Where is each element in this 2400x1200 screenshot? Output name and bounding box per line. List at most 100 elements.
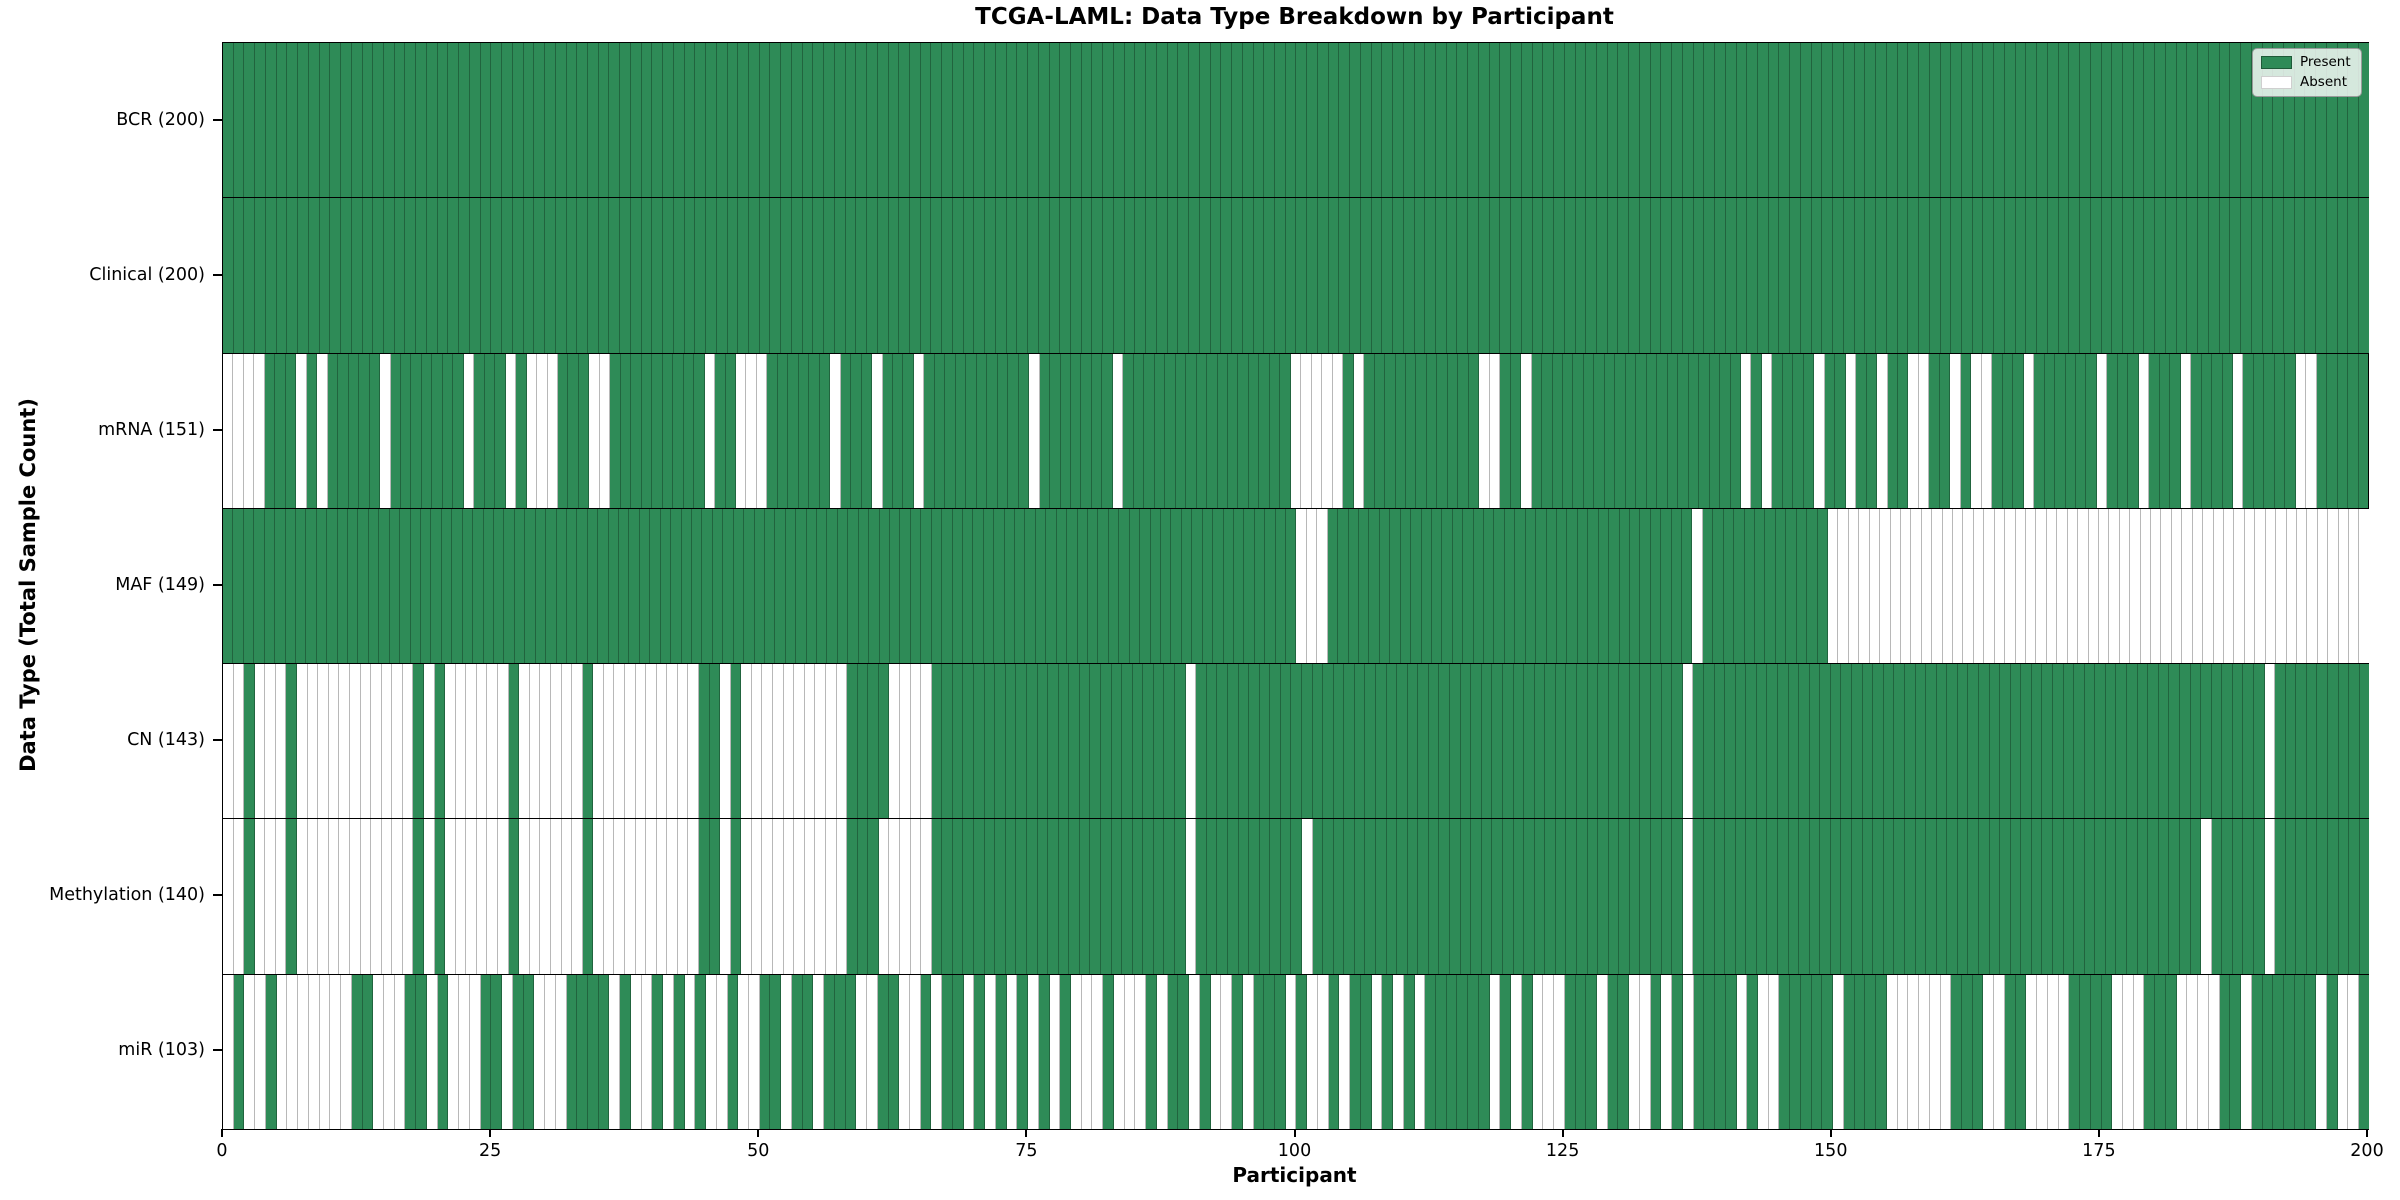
heatmap-cell: [825, 664, 837, 819]
heatmap-cell: [1418, 664, 1429, 819]
heatmap-cell: [1873, 664, 1884, 819]
heatmap-cell: [1704, 43, 1716, 198]
heatmap-cell: [1199, 43, 1211, 198]
heatmap-cell: [952, 43, 964, 198]
heatmap-cell: [2047, 974, 2059, 1129]
heatmap-cell: [1270, 664, 1281, 819]
heatmap-cell: [857, 819, 869, 974]
heatmap-cell: [1973, 508, 1985, 664]
heatmap-cell: [2326, 198, 2338, 353]
heatmap-cell: [2171, 508, 2183, 664]
heatmap-cell: [1153, 819, 1165, 974]
heatmap-cell: [1650, 508, 1662, 664]
heatmap-cell: [380, 353, 391, 508]
heatmap-cell: [1280, 664, 1292, 819]
heatmap-cell: [308, 974, 320, 1129]
heatmap-cell: [296, 353, 307, 508]
heatmap-cell: [952, 508, 963, 664]
heatmap-cell: [1446, 974, 1458, 1129]
heatmap-cell: [1285, 43, 1297, 198]
heatmap-cell: [974, 819, 985, 974]
heatmap-cell: [298, 198, 309, 353]
heatmap-cell: [2058, 43, 2070, 198]
heatmap-cell: [2230, 198, 2242, 353]
heatmap-cell: [1350, 43, 1361, 198]
heatmap-cell: [1081, 198, 1093, 353]
heatmap-cell: [2138, 353, 2150, 508]
legend-entry-absent: Absent: [2261, 75, 2351, 90]
heatmap-cell: [1365, 664, 1377, 819]
heatmap-cell: [1693, 43, 1705, 198]
heatmap-cell: [1348, 508, 1359, 664]
heatmap-cell: [1915, 819, 1927, 974]
heatmap-cell: [1425, 43, 1436, 198]
heatmap-cell: [1005, 664, 1017, 819]
y-tick-mark: [213, 428, 222, 431]
heatmap-cell: [223, 198, 234, 353]
heatmap-cell: [233, 353, 244, 508]
heatmap-cell: [942, 974, 953, 1129]
heatmap-cell: [2101, 974, 2113, 1129]
heatmap-cell: [656, 664, 668, 819]
heatmap-cell: [1468, 974, 1479, 1129]
heatmap-cell: [1189, 198, 1200, 353]
heatmap-cell: [1939, 353, 1951, 508]
heatmap-cell: [744, 508, 755, 664]
heatmap-cell: [1274, 974, 1286, 1129]
heatmap-cell: [1661, 508, 1672, 664]
heatmap-cell: [1661, 198, 1673, 353]
heatmap-cell: [748, 974, 760, 1129]
heatmap-cell: [1940, 198, 1952, 353]
heatmap-cell: [1344, 664, 1355, 819]
heatmap-cell: [2116, 664, 2128, 819]
legend: Present Absent: [2252, 48, 2362, 97]
heatmap-cell: [1854, 974, 1866, 1129]
heatmap-cell: [337, 508, 349, 664]
heatmap-cell: [577, 43, 588, 198]
x-axis-label: Participant: [1232, 1163, 1357, 1187]
heatmap-cell: [265, 819, 276, 974]
heatmap-cell: [646, 664, 657, 819]
heatmap-cell: [254, 819, 266, 974]
heatmap-cell: [1425, 198, 1436, 353]
heatmap-cell: [1779, 43, 1791, 198]
heatmap-cell: [1740, 353, 1752, 508]
heatmap-cell: [836, 664, 848, 819]
heatmap-cell: [1929, 198, 1941, 353]
heatmap-cell: [2098, 508, 2110, 664]
heatmap-cell: [1845, 353, 1857, 508]
heatmap-row-CN: [223, 664, 2370, 820]
heatmap-cell: [847, 664, 858, 819]
heatmap-cell: [2044, 353, 2056, 508]
heatmap-cell: [2084, 664, 2096, 819]
heatmap-cell: [1758, 43, 1769, 198]
heatmap-cell: [995, 43, 1007, 198]
heatmap-cell: [1376, 819, 1387, 974]
heatmap-cell: [984, 664, 996, 819]
heatmap-cell: [2316, 43, 2327, 198]
heatmap-cell: [2002, 353, 2014, 508]
heatmap-cell: [1100, 664, 1112, 819]
heatmap-cell: [448, 43, 460, 198]
heatmap-cell: [706, 198, 717, 353]
heatmap-cell: [441, 508, 453, 664]
heatmap-cell: [1354, 664, 1366, 819]
heatmap-cell: [1734, 508, 1745, 664]
heatmap-cell: [2053, 664, 2064, 819]
heatmap-cell: [1919, 198, 1930, 353]
heatmap-cell: [566, 974, 578, 1129]
heatmap-cell: [813, 43, 825, 198]
heatmap-cell: [1274, 43, 1286, 198]
heatmap-cell: [1458, 353, 1469, 508]
heatmap-cell: [1484, 508, 1495, 664]
heatmap-cell: [1672, 198, 1683, 353]
heatmap-cell: [2294, 974, 2306, 1129]
heatmap-cell: [1167, 198, 1179, 353]
heatmap-cell: [702, 508, 713, 664]
heatmap-cell: [1386, 819, 1398, 974]
heatmap-cell: [555, 43, 567, 198]
heatmap-cell: [1587, 819, 1599, 974]
heatmap-cell: [746, 353, 757, 508]
heatmap-cell: [804, 664, 816, 819]
heatmap-cell: [1328, 198, 1340, 353]
